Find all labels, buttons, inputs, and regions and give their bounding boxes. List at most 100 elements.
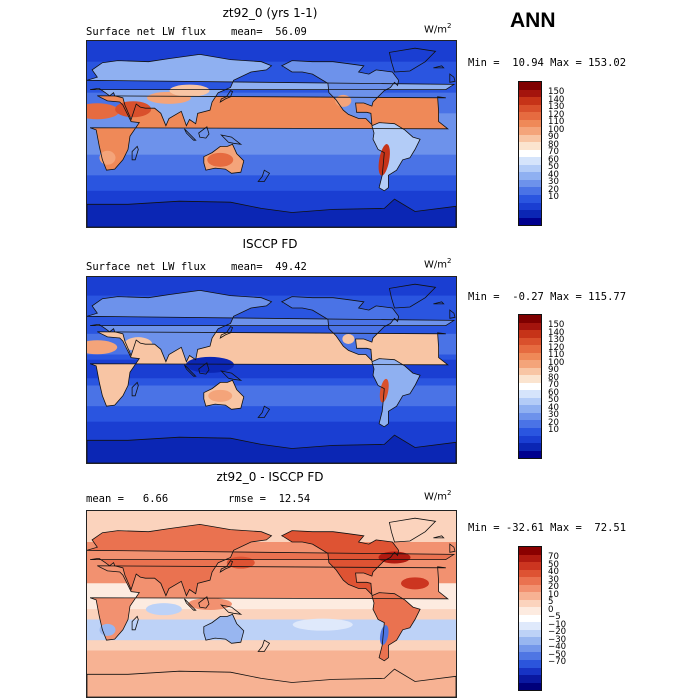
panel-1-map-graphic bbox=[87, 41, 456, 227]
panel-1-label: Surface net LW flux bbox=[86, 26, 207, 38]
contour-blob bbox=[188, 598, 232, 610]
coastline bbox=[184, 364, 197, 377]
colorbar-swatch bbox=[519, 547, 541, 555]
colorbar-swatch bbox=[519, 397, 541, 406]
coastline bbox=[184, 128, 197, 141]
colorbar-tick-label: 130 bbox=[548, 102, 565, 113]
coastline bbox=[219, 90, 234, 103]
colorbar-tick-label: 50 bbox=[548, 162, 559, 173]
colorbar-swatch bbox=[519, 194, 541, 203]
coastline bbox=[280, 530, 400, 596]
colorbar-tick-label: −40 bbox=[548, 642, 567, 653]
colorbar-swatch bbox=[519, 157, 541, 165]
colorbar-swatch bbox=[519, 172, 541, 180]
colorbar-swatch bbox=[519, 112, 541, 120]
colorbar-tick-label: 100 bbox=[548, 124, 565, 135]
contour-blob bbox=[186, 356, 234, 373]
colorbar-swatch bbox=[519, 119, 541, 128]
coastline bbox=[257, 405, 271, 418]
colorbar-swatch bbox=[519, 629, 541, 638]
colorbar-swatch bbox=[519, 569, 541, 578]
coastline bbox=[371, 358, 421, 428]
colorbar-swatch bbox=[519, 142, 541, 150]
panel-3-map bbox=[86, 510, 457, 698]
colorbar-tick-label: 40 bbox=[548, 169, 559, 180]
colorbar-tick-label: 90 bbox=[548, 132, 559, 143]
coastline bbox=[433, 535, 445, 539]
panel-3-title: zt92_0 - ISCCP FD bbox=[216, 470, 324, 484]
panel-3-unit: W/m2 bbox=[424, 489, 452, 503]
colorbar-swatch bbox=[519, 554, 541, 563]
colorbar-tick-label: 110 bbox=[548, 117, 565, 128]
coastline bbox=[87, 289, 456, 363]
colorbar-swatch bbox=[519, 187, 541, 195]
colorbar-tick-label: 150 bbox=[548, 87, 565, 98]
land-fill bbox=[281, 530, 399, 595]
colorbar-swatch bbox=[519, 599, 541, 608]
coastline bbox=[184, 598, 197, 611]
colorbar-swatch bbox=[519, 367, 541, 376]
colorbar-swatch bbox=[519, 427, 541, 436]
panel-1-mean: mean= 56.09 bbox=[231, 26, 307, 38]
colorbar-swatch bbox=[519, 412, 541, 421]
panel-1-title: zt92_0 (yrs 1-1) bbox=[222, 6, 318, 20]
panel-3-map-graphic bbox=[87, 511, 456, 697]
colorbar-tick-label: 60 bbox=[548, 154, 559, 165]
contour-blob bbox=[208, 389, 233, 402]
coastline bbox=[433, 65, 445, 69]
colorbar-swatch bbox=[519, 644, 541, 653]
coastline bbox=[131, 381, 139, 397]
coastline bbox=[87, 668, 456, 697]
colorbar-tick-label: 140 bbox=[548, 94, 565, 105]
land-fill bbox=[87, 669, 456, 697]
panel-3-mean: mean = 6.66 bbox=[86, 493, 169, 505]
contour-blob bbox=[342, 334, 355, 344]
colorbar-tick-label: 70 bbox=[548, 147, 559, 158]
colorbar-tick-label: 0 bbox=[548, 604, 554, 615]
coastline bbox=[131, 615, 139, 631]
colorbar-swatch bbox=[519, 97, 541, 105]
panel-3-rmse: rmse = 12.54 bbox=[228, 493, 311, 505]
latitude-band bbox=[87, 619, 456, 641]
colorbar-tick-label: 140 bbox=[548, 327, 565, 338]
coastline bbox=[449, 73, 456, 83]
colorbar-tick-label: 80 bbox=[548, 372, 559, 383]
coastline bbox=[203, 379, 245, 410]
colorbar-tick-label: 20 bbox=[548, 582, 559, 593]
colorbar-swatch bbox=[519, 390, 541, 398]
coastline bbox=[371, 122, 421, 192]
land-fill bbox=[87, 435, 456, 463]
contour-blob bbox=[207, 152, 234, 167]
contour-blob bbox=[115, 101, 152, 118]
panel-1-map bbox=[86, 40, 457, 228]
coastline bbox=[203, 143, 245, 174]
panel-2-map bbox=[86, 276, 457, 464]
panel-1-unit: W/m2 bbox=[424, 22, 452, 36]
contour-blob bbox=[87, 340, 118, 355]
contour-blob bbox=[378, 551, 411, 564]
colorbar-tick-label: 20 bbox=[548, 184, 559, 195]
colorbar-swatch bbox=[519, 315, 541, 323]
coastline bbox=[89, 95, 449, 171]
coastline bbox=[198, 126, 210, 139]
colorbar-swatch bbox=[519, 637, 541, 645]
coastline bbox=[89, 331, 449, 407]
colorbar-tick-label: 10 bbox=[548, 589, 559, 600]
colorbar-tick-label: −30 bbox=[548, 634, 567, 645]
contour-blob bbox=[87, 103, 120, 120]
panel-3-colorbar-ticks: 70 50 40 30 20 10 5 0 −5 −10 −20 −30 −40 −50 −70 bbox=[548, 546, 588, 689]
colorbar-tick-label: 20 bbox=[548, 417, 559, 428]
colorbar-swatch bbox=[519, 360, 541, 368]
coastline bbox=[203, 613, 245, 644]
coastline bbox=[220, 134, 243, 145]
colorbar-tick-label: 130 bbox=[548, 335, 565, 346]
coastline bbox=[388, 283, 437, 309]
coastline bbox=[198, 362, 210, 375]
colorbar-swatch bbox=[519, 104, 541, 113]
panel-2-title: ISCCP FD bbox=[242, 237, 298, 251]
coastline bbox=[449, 543, 456, 553]
colorbar-tick-label: 5 bbox=[548, 597, 554, 608]
land-fill bbox=[87, 199, 456, 227]
land-fill bbox=[281, 60, 399, 125]
colorbar-swatch bbox=[519, 179, 541, 188]
